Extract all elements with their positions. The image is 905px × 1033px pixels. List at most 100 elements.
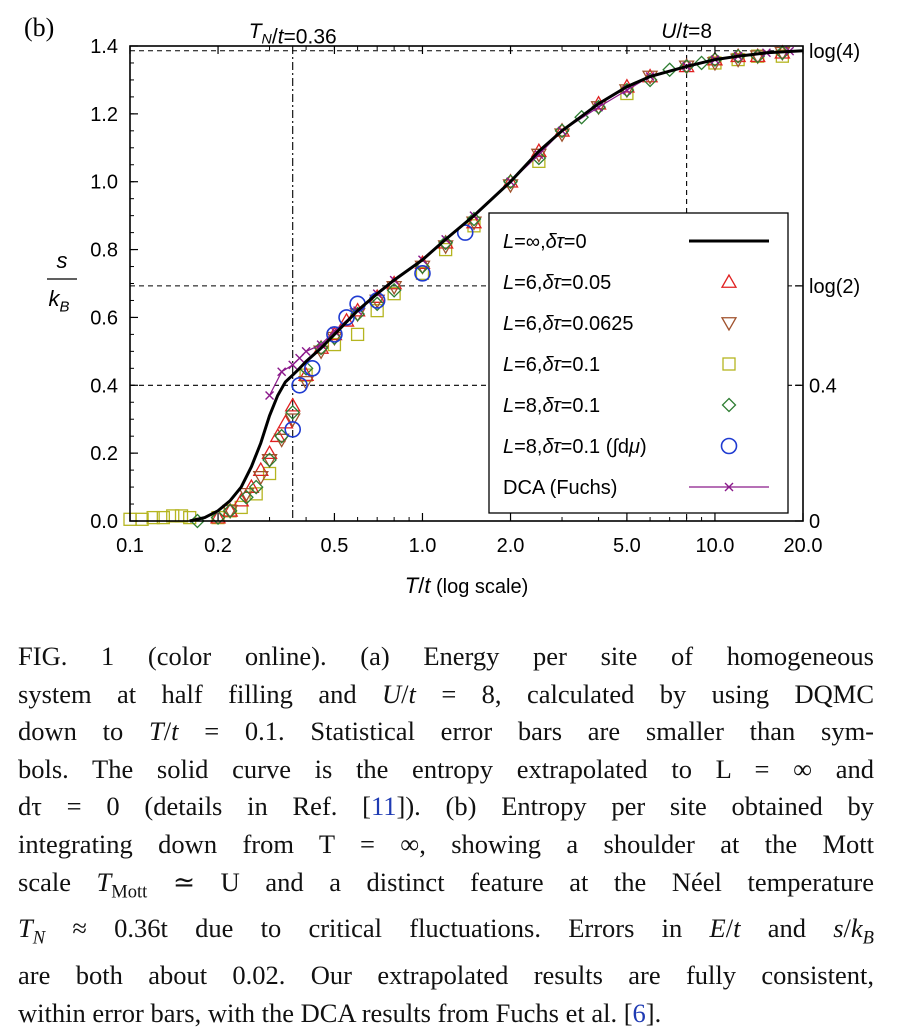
x-tick-label: 0.5 xyxy=(321,535,349,557)
caption-line: dτ = 0 (details in Ref. [11]). (b) Entro… xyxy=(18,791,875,822)
plot-area xyxy=(123,44,804,529)
y-axis-label-denominator: kB xyxy=(49,286,70,316)
data-point-l-6-0-1 xyxy=(146,510,160,525)
y-tick-label: 1.4 xyxy=(90,36,118,58)
legend-label-l-8-0-1-d: L=8,δτ=0.1 (∫dμ) xyxy=(503,436,647,458)
data-point-l-6-0-1 xyxy=(438,242,453,257)
data-point-l-8-0-1 xyxy=(210,510,226,526)
legend: L=∞,δτ=0 L=6,δτ=0.05 L=6,δτ=0.0625 L=6,δτ=0… xyxy=(488,212,789,514)
data-point-dca-fuchs xyxy=(288,360,298,370)
series-line-l-0 xyxy=(189,49,804,523)
data-point-l-6-0-1 xyxy=(174,509,189,523)
caption-line: scale TMott ≃ U and a distinct feature a… xyxy=(18,866,874,902)
data-point-l-8-0-1 xyxy=(503,174,518,190)
y-tick-label: 0.2 xyxy=(90,443,118,465)
caption-line: within error bars, with the DCA results … xyxy=(18,997,662,1028)
y-tick-label: 0.6 xyxy=(90,307,118,329)
panel-label: (b) xyxy=(24,13,54,42)
data-point-l-6-0-1 xyxy=(234,500,248,515)
data-point-l-8-0-1-d xyxy=(414,265,431,282)
x-tick-label: 1.0 xyxy=(409,535,437,557)
legend-swatch-l-6-0-05 xyxy=(720,273,738,288)
x-tick-label: 10.0 xyxy=(695,535,734,557)
data-point-l-8-0-1-d xyxy=(338,309,355,326)
y-tick-label: 1.0 xyxy=(90,172,118,194)
caption-line: are both about 0.02. Our extrapolated re… xyxy=(18,960,874,991)
data-point-l-6-0-1 xyxy=(327,337,342,352)
data-point-l-6-0-0625 xyxy=(297,375,315,391)
data-point-l-8-0-1-d xyxy=(303,360,321,377)
y-tick-label: 0.4 xyxy=(90,375,118,397)
data-point-l-6-0-1 xyxy=(135,512,149,526)
caption-line: integrating down from T = ∞, showing a s… xyxy=(18,828,874,859)
axes: 0.1 0.2 0.5 1.0 2.0 5.0 10.0 20.0 0.0 0.2 0.4 0.6 0.… xyxy=(47,20,860,598)
right-tick-label: 0.4 xyxy=(809,375,837,397)
top-annotation-t-n-t-0-36: TN/t=0.36 xyxy=(249,20,337,48)
x-tick-label: 5.0 xyxy=(613,535,641,557)
caption-line: system at half filling and U/t = 8, calc… xyxy=(18,678,874,709)
data-point-l-8-0-1 xyxy=(369,296,385,312)
series-l-0 xyxy=(189,49,804,523)
caption-line: down to T/t = 0.1. Statistical error bar… xyxy=(18,716,875,747)
data-point-l-6-0-1 xyxy=(350,327,365,342)
data-point-l-6-0-0625 xyxy=(273,433,290,448)
data-point-l-6-0-0625 xyxy=(284,413,301,428)
data-point-l-8-0-1 xyxy=(350,306,366,322)
legend-label-l-6-0-0625: L=6,δτ=0.0625 xyxy=(503,313,634,335)
data-point-l-8-0-1 xyxy=(438,235,454,251)
data-point-l-6-0-1 xyxy=(262,466,277,481)
data-point-l-8-0-1 xyxy=(262,452,277,468)
data-point-l-8-0-1-d xyxy=(456,224,474,241)
legend-swatch-l-8-0-1-d xyxy=(720,437,738,455)
data-point-l-6-0-05 xyxy=(284,397,301,412)
y-tick-label: 0.0 xyxy=(90,511,118,533)
figure-caption: FIG. 1 (color online). (a) Energy per si… xyxy=(18,638,874,1033)
data-point-l-6-0-05 xyxy=(209,509,227,524)
legend-label-l-6-0-1: L=6,δτ=0.1 xyxy=(503,354,600,376)
legend-label-l-0: L=∞,δτ=0 xyxy=(503,231,587,253)
data-point-l-6-0-1 xyxy=(415,266,430,280)
x-tick-label: 0.1 xyxy=(116,535,144,557)
data-point-l-6-0-1 xyxy=(370,303,384,318)
caption-line: bols. The solid curve is the entropy ext… xyxy=(18,753,874,784)
data-point-dca-fuchs xyxy=(301,346,311,356)
data-point-dca-fuchs xyxy=(265,390,275,400)
caption-line: FIG. 1 (color online). (a) Energy per si… xyxy=(18,641,874,671)
series-l-8-0-1-d xyxy=(284,224,474,438)
legend-label-l-6-0-05: L=6,δτ=0.05 xyxy=(503,272,611,294)
right-tick-label: log(4) xyxy=(809,41,860,63)
legend-swatch-l-6-0-0625 xyxy=(720,317,738,332)
right-tick-label: log(2) xyxy=(809,276,860,298)
caption-line: TN ≈ 0.36t due to critical fluctuations.… xyxy=(18,913,874,949)
legend-label-l-8-0-1: L=8,δτ=0.1 xyxy=(503,395,600,417)
data-point-l-8-0-1 xyxy=(730,48,746,64)
data-point-dca-fuchs xyxy=(277,367,287,377)
data-point-l-6-0-0625 xyxy=(261,454,278,469)
x-tick-label: 0.2 xyxy=(204,535,232,557)
data-point-l-8-0-1 xyxy=(248,479,264,495)
data-point-l-8-0-1-d xyxy=(326,326,343,343)
data-point-l-8-0-1 xyxy=(285,405,301,420)
data-point-l-6-0-05 xyxy=(252,461,269,477)
data-point-l-8-0-1 xyxy=(466,211,482,227)
data-point-l-8-0-1 xyxy=(222,503,238,519)
legend-swatch-l-8-0-1 xyxy=(721,397,737,413)
x-axis-label: T/t (log scale) xyxy=(405,573,529,598)
data-point-l-8-0-1 xyxy=(707,52,723,67)
data-point-l-8-0-1 xyxy=(313,340,329,356)
data-point-l-6-0-0625 xyxy=(252,470,269,486)
y-tick-label: 0.8 xyxy=(90,240,118,262)
data-point-l-6-0-1 xyxy=(156,510,170,525)
legend-swatch-l-6-0-1 xyxy=(722,357,736,371)
data-point-l-6-0-0625 xyxy=(749,50,766,65)
y-axis-label-numerator: s xyxy=(57,248,68,273)
legend-label-dca-fuchs: DCA (Fuchs) xyxy=(503,477,617,499)
entropy-chart: (b) 0.1 0.2 0.5 1.0 2.0 5.0 10.0 20.00.00.20.40… xyxy=(24,13,860,598)
data-point-l-8-0-1-d xyxy=(284,421,302,438)
data-point-l-6-0-0625 xyxy=(618,84,636,99)
legend-swatch-dca-fuchs xyxy=(724,482,734,492)
data-point-l-6-0-1 xyxy=(166,509,180,523)
x-tick-label: 20.0 xyxy=(784,535,823,557)
data-point-l-8-0-1 xyxy=(662,62,678,78)
data-point-l-6-0-05 xyxy=(261,444,278,460)
